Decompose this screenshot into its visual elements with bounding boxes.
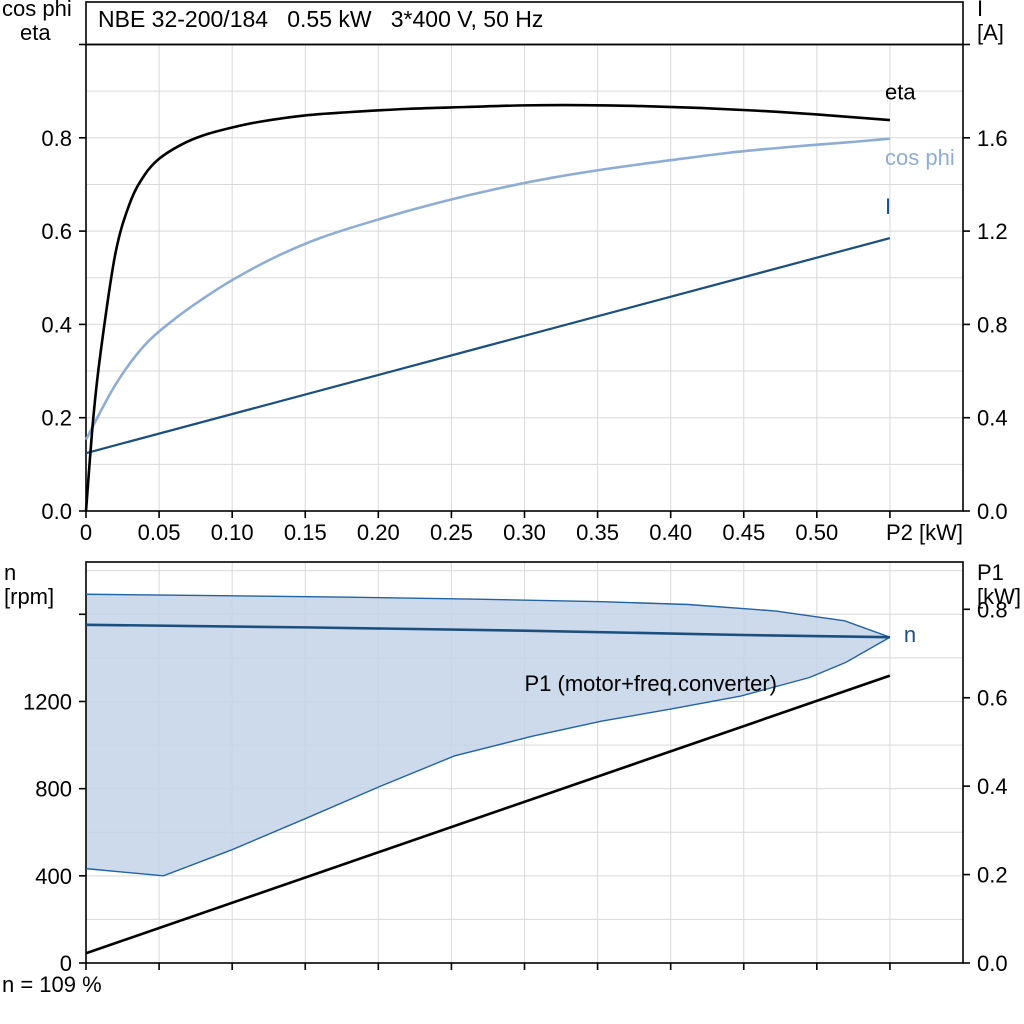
svg-text:I: I — [977, 0, 983, 21]
svg-text:P2 [kW]: P2 [kW] — [886, 520, 963, 545]
svg-text:I: I — [885, 194, 891, 219]
svg-text:0.45: 0.45 — [722, 520, 765, 545]
svg-text:0.05: 0.05 — [138, 520, 181, 545]
svg-text:0.0: 0.0 — [977, 499, 1008, 524]
svg-text:cos phi: cos phi — [2, 0, 72, 21]
svg-text:0.2: 0.2 — [977, 863, 1008, 888]
svg-text:[A]: [A] — [977, 20, 1004, 45]
svg-text:0.6: 0.6 — [41, 219, 72, 244]
svg-text:n: n — [4, 560, 16, 585]
svg-text:0.4: 0.4 — [977, 406, 1008, 431]
svg-text:P1: P1 — [977, 560, 1004, 585]
svg-text:400: 400 — [35, 864, 72, 889]
svg-text:n: n — [904, 622, 916, 647]
svg-text:0.0: 0.0 — [977, 951, 1008, 976]
svg-text:0.50: 0.50 — [795, 520, 838, 545]
svg-text:1200: 1200 — [23, 690, 72, 715]
svg-text:0.15: 0.15 — [284, 520, 327, 545]
svg-text:0.25: 0.25 — [430, 520, 473, 545]
svg-text:0.4: 0.4 — [41, 312, 72, 337]
svg-text:cos phi: cos phi — [885, 145, 955, 170]
svg-text:n = 109 %: n = 109 % — [2, 972, 102, 997]
svg-text:0.8: 0.8 — [977, 597, 1008, 622]
svg-text:0.4: 0.4 — [977, 774, 1008, 799]
svg-text:0.10: 0.10 — [211, 520, 254, 545]
svg-text:0.6: 0.6 — [977, 686, 1008, 711]
svg-text:1.2: 1.2 — [977, 219, 1008, 244]
svg-text:eta: eta — [20, 20, 51, 45]
svg-text:[rpm]: [rpm] — [4, 584, 54, 609]
svg-text:0.2: 0.2 — [41, 406, 72, 431]
svg-text:NBE 32-200/184 0.55 kW 3*4: NBE 32-200/184 0.55 kW 3*400 V, 50 Hz — [98, 6, 543, 32]
svg-text:0.30: 0.30 — [503, 520, 546, 545]
svg-text:0.8: 0.8 — [41, 126, 72, 151]
svg-text:0.40: 0.40 — [649, 520, 692, 545]
svg-text:eta: eta — [885, 80, 916, 105]
svg-text:0.35: 0.35 — [576, 520, 619, 545]
svg-text:1.6: 1.6 — [977, 126, 1008, 151]
svg-text:0.20: 0.20 — [357, 520, 400, 545]
svg-text:0.8: 0.8 — [977, 312, 1008, 337]
svg-text:0: 0 — [80, 520, 92, 545]
svg-text:800: 800 — [35, 777, 72, 802]
svg-text:0.0: 0.0 — [41, 499, 72, 524]
svg-text:P1 (motor+freq.converter): P1 (motor+freq.converter) — [525, 671, 777, 696]
